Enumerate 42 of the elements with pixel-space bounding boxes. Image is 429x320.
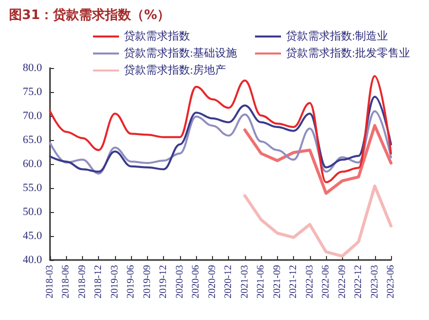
y-tick-label: 40.0: [22, 254, 42, 266]
line-series: [49, 110, 392, 175]
x-tick-label: 2020-06: [190, 265, 202, 298]
line-series: [243, 184, 392, 258]
y-tick-label: 80.0: [22, 62, 42, 74]
y-tick-label: 75.0: [22, 86, 42, 98]
legend-label: 贷款需求指数:批发零售业: [286, 46, 410, 60]
x-tick-label: 2018-06: [60, 265, 72, 298]
x-tick-label: 2020-12: [223, 265, 234, 298]
line-series: [49, 96, 392, 173]
y-tick-label: 65.0: [22, 134, 42, 146]
y-tick-label: 70.0: [22, 110, 42, 122]
line-series: [243, 124, 392, 195]
legend-label: 贷款需求指数: [124, 30, 190, 42]
x-tick-label: 2018-03: [44, 265, 56, 298]
y-tick-label: 45.0: [22, 230, 42, 242]
x-tick-label: 2021-09: [272, 265, 283, 298]
x-tick-label: 2021-03: [239, 265, 250, 298]
line-series: [49, 75, 392, 184]
x-tick-label: 2020-03: [174, 265, 186, 298]
x-tick-label: 2019-03: [109, 265, 120, 298]
legend-label: 贷款需求指数:房地产: [124, 64, 226, 76]
x-tick-label: 2021-12: [288, 265, 300, 298]
x-tick-label: 2021-06: [256, 265, 267, 298]
x-tick-label: 2018-12: [93, 265, 104, 298]
chart-title: 图31：贷款需求指数（%）: [9, 7, 170, 23]
y-tick-label: 50.0: [22, 206, 42, 218]
y-tick-label: 60.0: [22, 158, 42, 170]
legend-label: 贷款需求指数:制造业: [286, 30, 388, 42]
x-tick-label: 2023-03: [369, 265, 380, 298]
x-tick-label: 2022-12: [353, 265, 364, 298]
x-tick-label: 2022-03: [304, 265, 316, 298]
x-tick-label: 2019-06: [126, 265, 137, 298]
y-tick-label: 55.0: [22, 182, 42, 194]
x-tick-label: 2023-06: [386, 265, 396, 298]
x-tick-label: 2018-09: [76, 265, 88, 298]
x-tick-label: 2019-09: [142, 265, 153, 298]
x-tick-label: 2019-12: [158, 265, 170, 298]
legend-label: 贷款需求指数:基础设施: [124, 46, 238, 60]
x-tick-label: 2022-06: [320, 265, 332, 298]
x-tick-label: 2020-09: [206, 265, 218, 298]
x-tick-label: 2022-09: [336, 265, 348, 298]
